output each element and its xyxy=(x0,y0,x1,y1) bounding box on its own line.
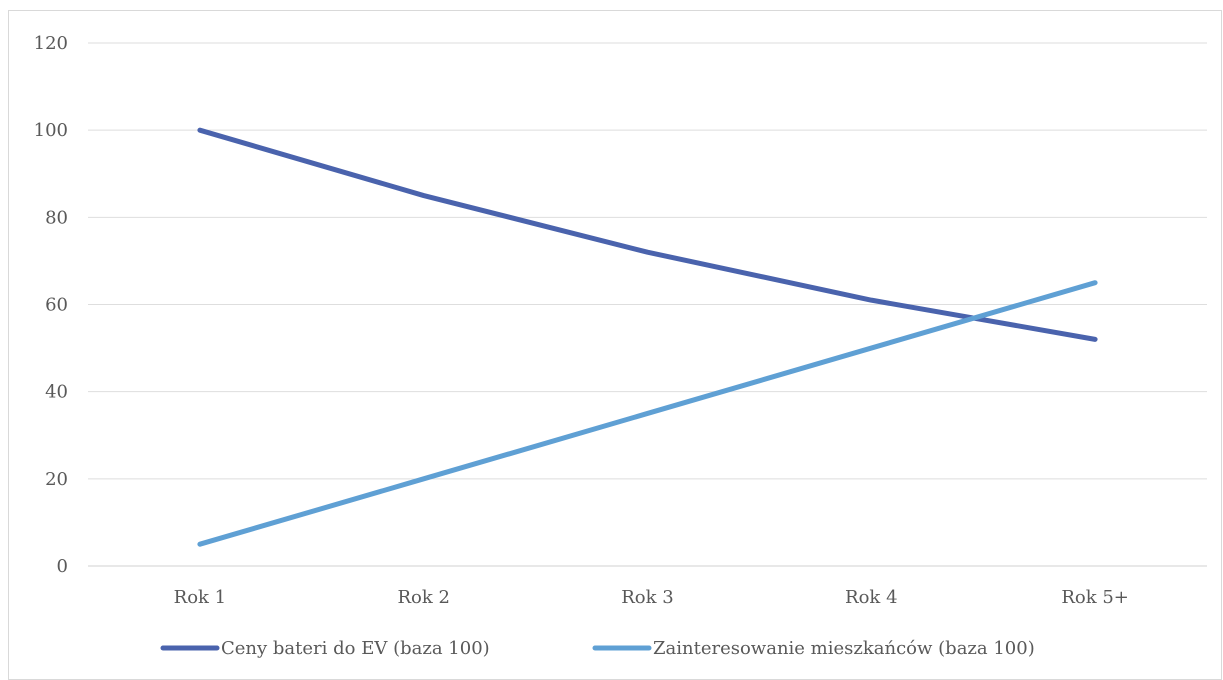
y-tick-label: 0 xyxy=(57,556,68,577)
x-tick-label: Rok 3 xyxy=(621,587,673,608)
x-tick-label: Rok 2 xyxy=(397,587,449,608)
gridlines xyxy=(88,42,1207,567)
x-tick-label: Rok 5+ xyxy=(1061,587,1129,608)
series-line-1 xyxy=(197,127,1098,342)
y-tick-label: 20 xyxy=(45,469,68,490)
legend-label-2: Zainteresowanie mieszkańców (baza 100) xyxy=(653,638,1035,659)
y-tick-label: 100 xyxy=(34,120,68,141)
legend: Ceny bateri do EV (baza 100) Zainteresowa… xyxy=(160,638,1035,659)
y-tick-label: 60 xyxy=(45,295,68,316)
x-axis-tick-labels: Rok 1 Rok 2 Rok 3 Rok 4 Rok 5+ xyxy=(174,587,1129,608)
x-tick-label: Rok 4 xyxy=(845,587,897,608)
legend-label-1: Ceny bateri do EV (baza 100) xyxy=(221,638,490,659)
series-line-2 xyxy=(197,280,1098,547)
y-tick-label: 40 xyxy=(45,382,68,403)
y-tick-label: 80 xyxy=(45,207,68,228)
x-tick-label: Rok 1 xyxy=(174,587,226,608)
chart-frame xyxy=(8,10,1222,680)
y-axis-tick-labels: 0 20 40 60 80 100 120 xyxy=(34,33,68,577)
y-tick-label: 120 xyxy=(34,33,68,54)
series-lines xyxy=(197,127,1098,547)
